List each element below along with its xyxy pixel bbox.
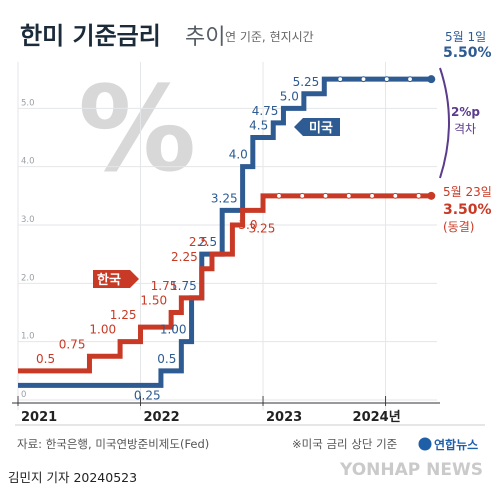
kr-hold-dot — [322, 192, 329, 199]
kr-data-label: 1.25 — [110, 308, 137, 322]
data-labels: 0.25 0.5 1.00 1.75 2.5 3.25 4.0 4.54.755.05.25 0… — [36, 75, 319, 403]
legend-label-kr: 한국 — [97, 272, 121, 288]
kr-end-marker — [427, 191, 436, 200]
kr-end-note: (동결) — [443, 220, 474, 234]
us-hold-dot — [337, 76, 344, 83]
series-lines — [18, 75, 436, 388]
gap-value: 2%p — [451, 105, 480, 119]
us-hold-dot — [360, 76, 367, 83]
kr-end-date: 5월 23일 — [443, 185, 492, 199]
us-end-marker — [427, 75, 436, 84]
kr-data-label: 2.5 — [189, 235, 208, 249]
kr-data-label: 3.0 — [238, 218, 257, 232]
x-tick-label: 2024년 — [353, 410, 401, 425]
us-data-label: 3.25 — [211, 191, 238, 205]
us-hold-dot — [383, 76, 390, 83]
yonhap-watermark: YONHAP NEWS — [339, 460, 483, 480]
kr-hold-dot — [276, 192, 282, 199]
page-title: 한미 기준금리 — [20, 22, 161, 50]
us-data-label: 5.0 — [280, 89, 299, 103]
y-tick-label: 5.0 — [21, 98, 35, 108]
source-text: 자료: 한국은행, 미국연방준비제도(Fed) — [17, 437, 209, 451]
kr-end-value: 3.50% — [443, 202, 492, 218]
kr-hold-dot — [392, 192, 399, 199]
yonhap-logo-text: 연합뉴스 — [434, 437, 478, 452]
kr-hold-dot — [345, 192, 352, 199]
grid-lines — [17, 62, 437, 410]
us-data-label: 0.25 — [134, 388, 161, 402]
page-title-suffix: 추이 — [185, 25, 225, 50]
x-tick-label: 2022 — [144, 410, 180, 425]
us-end-date: 5월 1일 — [445, 30, 486, 44]
x-axis: 2021 2022 2023 2024년 — [12, 396, 440, 425]
kr-hold-dot — [299, 192, 306, 199]
us-data-label: 4.75 — [252, 104, 279, 118]
kr-data-label: 2.25 — [171, 250, 198, 264]
kr-data-label: 1.50 — [140, 294, 167, 308]
us-data-label: 4.0 — [229, 148, 248, 162]
kr-data-label: 3.25 — [249, 221, 276, 235]
kr-data-label: 0.5 — [36, 352, 55, 366]
x-tick-label: 2023 — [266, 410, 302, 425]
us-data-label: 1.00 — [160, 323, 187, 337]
kr-data-label: 1.00 — [89, 323, 116, 337]
kr-data-label: 0.75 — [59, 337, 86, 351]
us-data-label: 5.25 — [293, 75, 320, 89]
yonhap-logo-icon — [418, 437, 432, 451]
us-hold-dot — [407, 76, 413, 83]
legend-tag-kr: 한국 — [93, 270, 139, 288]
y-tick-label: 2.0 — [21, 273, 35, 283]
us-data-label: 1.75 — [170, 279, 197, 293]
y-tick-label: 4.0 — [21, 157, 35, 167]
percent-watermark-icon: % — [78, 60, 196, 198]
kr-hold-dot — [369, 192, 375, 199]
us-end-value: 5.50% — [443, 45, 492, 61]
note-text: ※미국 금리 상단 기준 — [292, 437, 397, 451]
legend-label-us: 미국 — [309, 120, 333, 136]
us-rate-line — [18, 76, 432, 388]
gap-label: 격차 — [454, 122, 476, 136]
y-axis-ticks: 0 1.0 2.0 3.0 4.0 5.0 — [21, 98, 35, 400]
kr-hold-dot — [415, 192, 422, 199]
y-tick-label: 1.0 — [21, 332, 35, 342]
us-data-label: 4.5 — [249, 119, 268, 133]
y-tick-label: 3.0 — [21, 215, 35, 225]
page-subtitle: 연 기준, 현지시간 — [225, 30, 314, 44]
yonhap-logo: 연합뉴스 — [418, 437, 478, 452]
us-data-label: 2.5 — [198, 235, 217, 249]
kr-rate-line — [18, 193, 432, 374]
us-data-label: 0.5 — [157, 352, 176, 366]
legend-tag-us: 미국 — [294, 118, 340, 136]
kr-data-label: 1.75 — [151, 279, 178, 293]
byline: 김민지 기자 20240523 — [8, 470, 137, 485]
gap-bracket — [439, 67, 450, 179]
y-tick-label: 0 — [21, 390, 26, 400]
x-tick-label: 2021 — [21, 410, 57, 425]
